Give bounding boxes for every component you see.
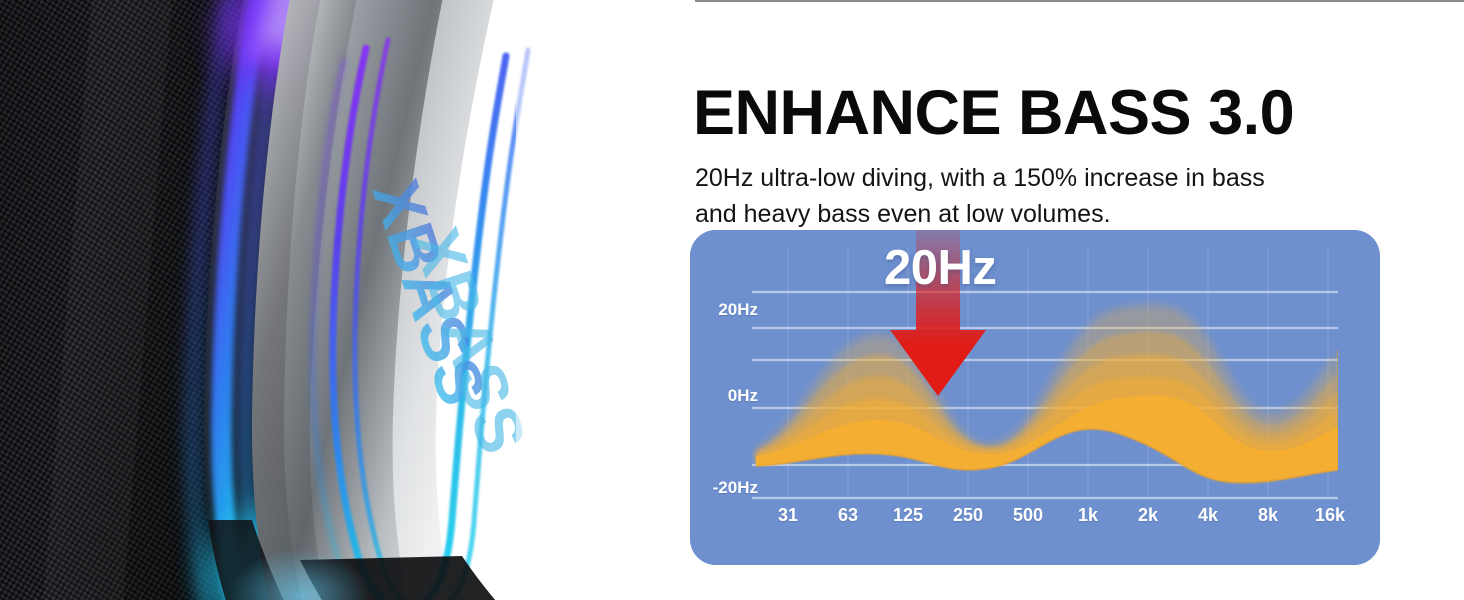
- x-axis-tick-4: 500: [1012, 505, 1044, 525]
- x-axis-tick-1: 63: [837, 505, 859, 525]
- x-axis-tick-7: 4k: [1197, 505, 1219, 525]
- y-axis-tick-1: 0Hz: [727, 386, 758, 405]
- x-axis-labels: 31 63 125 250 500 1k 2k 4k 8k 16k: [752, 505, 1357, 533]
- x-axis-tick-0: 31: [777, 505, 799, 525]
- x-axis-tick-8: 8k: [1257, 505, 1279, 525]
- x-axis-tick-6: 2k: [1137, 505, 1159, 525]
- content-column: ENHANCE BASS 3.0 20Hz ultra-low diving, …: [690, 0, 1464, 600]
- subtitle-line-1: 20Hz ultra-low diving, with a 150% incre…: [695, 164, 1265, 192]
- top-divider: [695, 0, 1464, 2]
- arrow-down-icon: [890, 230, 986, 396]
- speaker-illustration: XBASS XBASS: [0, 0, 660, 600]
- lower-shadow-wedge: [208, 520, 496, 600]
- callout-20hz: 20Hz: [884, 241, 997, 295]
- x-axis-tick-3: 250: [952, 505, 984, 525]
- chart-canvas: [690, 230, 1380, 565]
- page-title: ENHANCE BASS 3.0: [693, 78, 1295, 149]
- y-axis-tick-2: -20Hz: [712, 478, 758, 497]
- y-axis-tick-0: 20Hz: [718, 300, 758, 319]
- subtitle-line-2: and heavy bass even at low volumes.: [695, 199, 1111, 228]
- product-photo: XBASS XBASS: [0, 0, 660, 600]
- x-axis-tick-2: 125: [892, 505, 924, 525]
- x-axis-tick-9: 16k: [1314, 505, 1346, 525]
- x-axis-tick-5: 1k: [1077, 505, 1099, 525]
- frequency-response-chart: 20Hz 20Hz 0Hz -20Hz 31 63 125 250 500 1k…: [690, 230, 1380, 565]
- waveform-bands: [755, 305, 1338, 484]
- subtitle: 20Hz ultra-low diving, with a 150% incre…: [695, 161, 1385, 232]
- y-axis-labels: 20Hz 0Hz -20Hz: [690, 230, 762, 565]
- neon-edge-strips: [185, 0, 290, 600]
